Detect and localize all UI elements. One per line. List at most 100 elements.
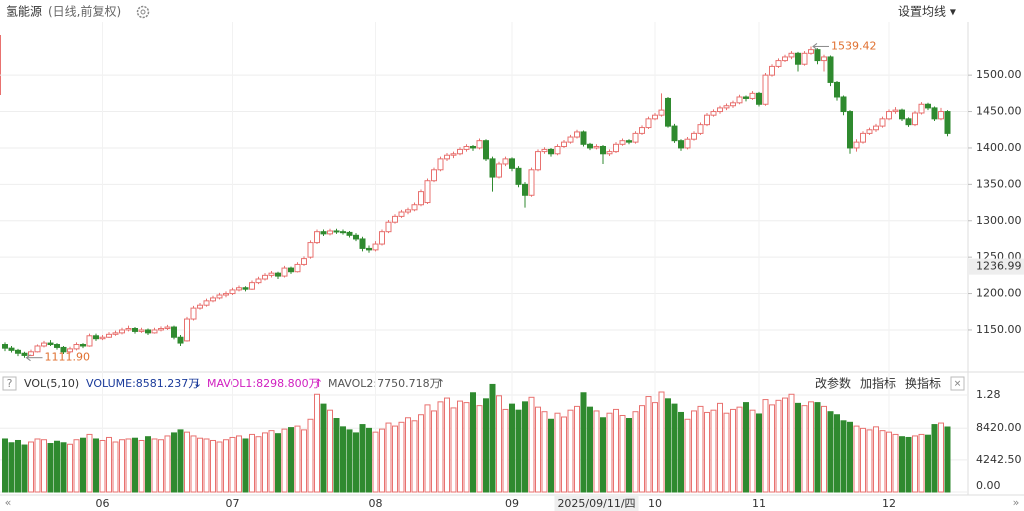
volume-bar — [626, 418, 632, 493]
candle-body — [522, 183, 528, 196]
y-tick-label: 1500.00 — [976, 68, 1022, 81]
volume-bar — [34, 438, 41, 493]
volume-bar — [912, 435, 918, 493]
volume-bar — [899, 436, 905, 493]
candle-body — [60, 346, 67, 353]
mavol2-arrow: ↑ — [436, 377, 445, 390]
volume-bar — [639, 405, 645, 493]
candle-body — [450, 153, 457, 156]
candle-body — [398, 211, 405, 217]
volume-bar — [743, 402, 749, 493]
candle-body — [93, 335, 99, 340]
volume-bar — [28, 441, 34, 493]
candle-body — [411, 204, 418, 211]
candle-body — [567, 136, 574, 143]
volume-bar — [437, 401, 444, 493]
candle-body — [639, 127, 645, 134]
help-box[interactable] — [2, 376, 17, 391]
volume-bar — [281, 428, 288, 493]
candle-body — [86, 335, 93, 347]
candle-body — [535, 151, 541, 171]
candle-body — [262, 274, 268, 280]
volume-tick-label: 0.00 — [976, 479, 1001, 492]
volume-arrow: ↓ — [193, 377, 202, 390]
candle-body — [665, 97, 671, 127]
candle-body — [541, 148, 548, 153]
candle-body — [606, 151, 613, 155]
button[interactable]: 改参数 — [815, 376, 851, 391]
candle-body — [756, 92, 762, 105]
candle-body — [476, 140, 483, 149]
candle-body — [340, 231, 346, 234]
x-tick-label: 07 — [226, 497, 240, 510]
candle-body — [385, 221, 392, 233]
candle-body — [821, 56, 827, 62]
candle-body — [691, 132, 697, 140]
candle-body — [34, 345, 41, 353]
candle-body — [463, 145, 470, 150]
volume-bar — [678, 411, 684, 493]
candle-body — [847, 111, 853, 149]
candle-body — [749, 92, 756, 99]
candle-body — [710, 111, 717, 116]
settings-button[interactable]: 设置均线 ▾ — [898, 5, 956, 19]
help-icon[interactable]: ? — [7, 377, 13, 390]
candle-body — [574, 131, 580, 138]
candle-body — [561, 141, 567, 147]
volume-bar — [73, 439, 80, 493]
volume-bar — [866, 429, 873, 493]
candle-body — [483, 140, 489, 160]
candle-body — [795, 52, 801, 65]
candle-body — [41, 342, 47, 347]
close-icon[interactable]: ✕ — [954, 380, 962, 390]
candle-body — [912, 112, 918, 126]
volume-bar — [398, 421, 405, 493]
nav-left[interactable]: « — [5, 496, 12, 509]
volume-bar — [671, 403, 678, 493]
mavol1-label: MAVOL1:8298.800万 — [207, 377, 320, 390]
candle-body — [54, 344, 60, 348]
y-tick-label: 1350.00 — [976, 177, 1022, 190]
volume-bar — [476, 405, 483, 493]
volume-bar — [249, 433, 255, 493]
nav-right[interactable]: » — [1013, 496, 1020, 509]
candle-body — [678, 140, 684, 149]
button[interactable]: 加指标 — [860, 376, 896, 391]
y-tick-label: 1200.00 — [976, 287, 1022, 300]
gear-icon[interactable] — [136, 5, 150, 19]
volume-bar — [450, 407, 457, 493]
volume-bar — [756, 413, 762, 493]
volume-bar — [567, 409, 574, 493]
volume-bar — [827, 411, 834, 493]
volume-bar — [307, 418, 314, 493]
chart-subtitle: (日线,前复权) — [48, 4, 121, 19]
volume-bar — [67, 443, 73, 493]
cursor-price-label: 1236.99 — [976, 260, 1022, 273]
candle-body — [275, 272, 281, 277]
volume-bar — [190, 435, 197, 493]
candle-body — [320, 231, 327, 235]
volume-bar — [164, 435, 171, 493]
candle-body — [158, 328, 164, 331]
volume-tick-label: 1.28 — [976, 388, 1001, 401]
close-box[interactable] — [950, 376, 965, 391]
indicator-name: VOL(5,10) — [24, 377, 79, 390]
volume-bar — [236, 435, 242, 493]
volume-bar — [736, 406, 743, 493]
candle-body — [327, 230, 333, 235]
candle-body — [203, 300, 210, 306]
volume-bar — [262, 432, 268, 493]
volume-bar — [892, 433, 899, 493]
volume-bar — [255, 436, 262, 493]
button[interactable]: 换指标 — [905, 376, 941, 391]
volume-bar — [645, 396, 652, 493]
volume-bar — [554, 412, 561, 493]
volume-bar — [457, 400, 463, 493]
volume-bar — [814, 402, 821, 493]
candle-body — [216, 294, 223, 299]
candle-body — [496, 163, 502, 178]
candle-body — [366, 247, 372, 251]
volume-bar — [463, 402, 470, 493]
candle-body — [21, 352, 28, 356]
volume-bar — [444, 397, 450, 493]
